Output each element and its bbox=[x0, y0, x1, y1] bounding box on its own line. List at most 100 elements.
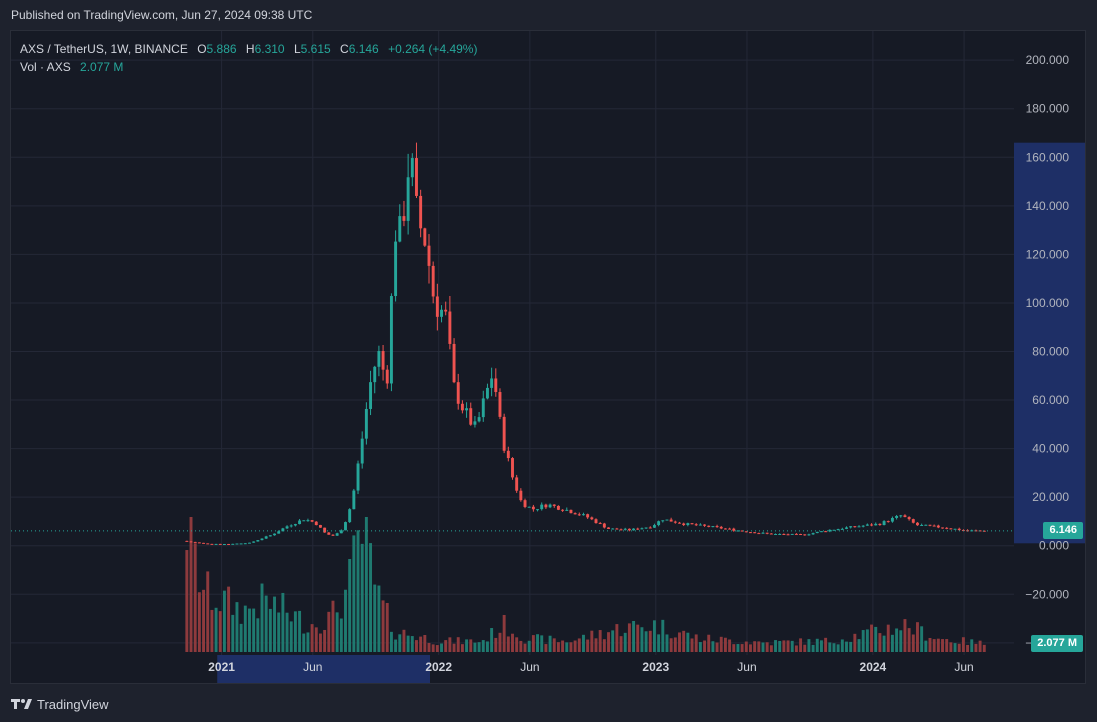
candle-body[interactable] bbox=[473, 421, 477, 425]
candle-body[interactable] bbox=[460, 403, 464, 411]
candle-body[interactable] bbox=[853, 526, 857, 528]
candle-body[interactable] bbox=[235, 543, 239, 545]
candle-body[interactable] bbox=[619, 529, 623, 531]
candle-body[interactable] bbox=[293, 524, 297, 526]
candle-body[interactable] bbox=[899, 515, 903, 517]
candle-body[interactable] bbox=[511, 458, 514, 478]
candle-body[interactable] bbox=[193, 541, 197, 543]
candle-body[interactable] bbox=[707, 525, 711, 527]
candle-body[interactable] bbox=[723, 528, 727, 530]
candle-body[interactable] bbox=[594, 519, 598, 524]
candle-body[interactable] bbox=[865, 524, 869, 526]
candle-body[interactable] bbox=[661, 520, 665, 522]
candle-body[interactable] bbox=[248, 542, 251, 544]
candle-body[interactable] bbox=[318, 525, 322, 528]
candle-body[interactable] bbox=[506, 450, 510, 459]
candle-body[interactable] bbox=[202, 542, 206, 544]
candle-body[interactable] bbox=[298, 520, 302, 525]
candle-body[interactable] bbox=[218, 543, 222, 545]
candle-body[interactable] bbox=[828, 529, 832, 532]
candle-body[interactable] bbox=[252, 541, 256, 543]
candle-body[interactable] bbox=[214, 543, 218, 545]
candle-body[interactable] bbox=[652, 525, 656, 528]
candle-body[interactable] bbox=[598, 523, 602, 525]
candle-body[interactable] bbox=[440, 309, 443, 317]
candle-body[interactable] bbox=[790, 533, 794, 535]
candle-body[interactable] bbox=[431, 265, 435, 297]
candle-body[interactable] bbox=[874, 523, 878, 526]
candle-body[interactable] bbox=[285, 526, 289, 529]
candle-body[interactable] bbox=[811, 533, 815, 535]
candle-body[interactable] bbox=[736, 530, 740, 532]
candle-body[interactable] bbox=[277, 531, 281, 534]
candle-body[interactable] bbox=[778, 533, 782, 535]
candle-body[interactable] bbox=[978, 530, 982, 532]
candles[interactable] bbox=[185, 142, 986, 545]
candle-body[interactable] bbox=[323, 527, 327, 533]
candle-body[interactable] bbox=[682, 523, 686, 526]
candle-body[interactable] bbox=[849, 526, 853, 528]
candle-body[interactable] bbox=[590, 517, 594, 520]
candle-body[interactable] bbox=[485, 387, 489, 399]
candle-body[interactable] bbox=[949, 528, 953, 530]
candle-body[interactable] bbox=[435, 296, 439, 317]
candle-body[interactable] bbox=[344, 522, 347, 531]
candle-body[interactable] bbox=[769, 533, 773, 535]
candle-body[interactable] bbox=[870, 524, 874, 526]
candle-body[interactable] bbox=[890, 517, 894, 522]
candle-body[interactable] bbox=[886, 521, 890, 523]
candle-body[interactable] bbox=[268, 535, 272, 537]
candle-body[interactable] bbox=[339, 530, 343, 534]
candle-body[interactable] bbox=[565, 509, 569, 511]
candle-body[interactable] bbox=[398, 216, 402, 242]
candle-body[interactable] bbox=[711, 526, 715, 528]
candle-body[interactable] bbox=[907, 517, 911, 520]
candle-body[interactable] bbox=[419, 195, 423, 229]
candle-body[interactable] bbox=[832, 529, 836, 531]
candle-body[interactable] bbox=[327, 532, 331, 535]
candle-body[interactable] bbox=[239, 543, 243, 545]
candle-body[interactable] bbox=[749, 532, 752, 534]
candle-body[interactable] bbox=[765, 532, 769, 534]
candle-body[interactable] bbox=[369, 382, 373, 409]
candle-body[interactable] bbox=[206, 543, 210, 545]
candle-body[interactable] bbox=[402, 216, 406, 221]
candle-body[interactable] bbox=[243, 543, 247, 545]
candle-body[interactable] bbox=[703, 524, 707, 526]
candle-body[interactable] bbox=[903, 515, 907, 518]
candle-body[interactable] bbox=[477, 417, 481, 422]
candle-body[interactable] bbox=[281, 528, 285, 532]
candle-body[interactable] bbox=[640, 528, 644, 530]
candle-body[interactable] bbox=[456, 382, 460, 404]
candle-body[interactable] bbox=[732, 528, 736, 531]
candle-body[interactable] bbox=[840, 528, 844, 530]
candle-body[interactable] bbox=[673, 521, 677, 523]
symbol-label[interactable]: AXS / TetherUS, 1W, BINANCE bbox=[20, 42, 188, 56]
candle-body[interactable] bbox=[644, 527, 648, 529]
candle-body[interactable] bbox=[623, 528, 627, 530]
candle-body[interactable] bbox=[260, 538, 264, 541]
candle-body[interactable] bbox=[519, 490, 523, 501]
candle-body[interactable] bbox=[719, 526, 723, 529]
candle-body[interactable] bbox=[632, 528, 636, 531]
candle-body[interactable] bbox=[302, 520, 306, 522]
candle-body[interactable] bbox=[744, 531, 748, 533]
candle-body[interactable] bbox=[548, 504, 552, 508]
candle-body[interactable] bbox=[502, 416, 506, 451]
candle-body[interactable] bbox=[878, 523, 882, 526]
candle-body[interactable] bbox=[227, 543, 231, 545]
candle-body[interactable] bbox=[786, 534, 790, 536]
candle-body[interactable] bbox=[331, 534, 335, 536]
candle-body[interactable] bbox=[669, 519, 673, 522]
candle-body[interactable] bbox=[185, 540, 189, 542]
candle-body[interactable] bbox=[561, 509, 565, 511]
candle-body[interactable] bbox=[945, 527, 949, 529]
candle-body[interactable] bbox=[932, 525, 936, 527]
candle-body[interactable] bbox=[782, 533, 786, 535]
candle-body[interactable] bbox=[582, 514, 585, 516]
candle-body[interactable] bbox=[807, 534, 811, 536]
candle-body[interactable] bbox=[385, 369, 389, 384]
candle-body[interactable] bbox=[314, 521, 318, 526]
candle-body[interactable] bbox=[490, 378, 494, 388]
